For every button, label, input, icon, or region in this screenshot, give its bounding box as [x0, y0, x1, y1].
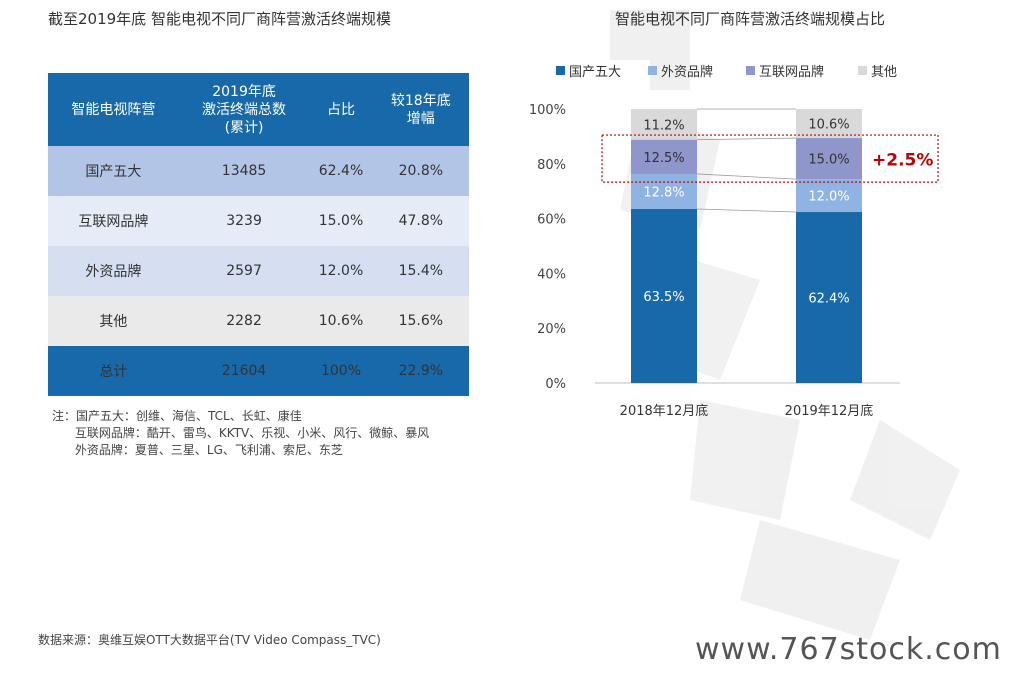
highlight-box	[601, 134, 939, 183]
connector-line	[696, 173, 797, 180]
bar-segment	[631, 139, 697, 174]
y-tick-label: 40%	[537, 267, 566, 282]
bar-segment	[796, 179, 862, 213]
legend-swatch	[858, 66, 867, 75]
x-category-label: 2019年12月底	[785, 403, 874, 419]
y-tick-label: 80%	[537, 158, 566, 173]
legend-label: 外资品牌	[661, 64, 713, 80]
legend-swatch	[556, 66, 565, 75]
bar-segment	[631, 173, 697, 210]
table-row: 其他 2282 10.6% 15.6%	[48, 296, 469, 346]
table-cell: 总计	[48, 346, 179, 396]
y-tick-label: 100%	[529, 103, 566, 118]
table-row: 外资品牌 2597 12.0% 15.4%	[48, 246, 469, 296]
col-header: 2019年底 激活终端总数 (累计)	[178, 73, 310, 146]
data-label: 12.0%	[808, 190, 849, 205]
data-label: 12.8%	[643, 185, 684, 200]
table-header-row: 智能电视阵营 2019年底 激活终端总数 (累计) 占比 较18年底 增幅	[48, 73, 469, 146]
y-tick-label: 60%	[537, 213, 566, 228]
bar-segment	[796, 138, 862, 180]
chart-title: 智能电视不同厂商阵营激活终端规模占比	[615, 10, 885, 28]
data-table: 智能电视阵营 2019年底 激活终端总数 (累计) 占比 较18年底 增幅 国产…	[48, 73, 469, 396]
legend-label: 互联网品牌	[759, 64, 824, 80]
data-label: 62.4%	[808, 292, 849, 307]
table-cell: 3239	[178, 196, 310, 246]
legend-swatch	[648, 66, 657, 75]
table-cell: 15.4%	[372, 246, 469, 296]
table-cell: 国产五大	[48, 146, 179, 196]
note-line: 注：国产五大：创维、海信、TCL、长虹、康佳	[52, 409, 302, 423]
table-cell: 62.4%	[309, 146, 373, 196]
table-cell: 20.8%	[372, 146, 469, 196]
table-cell: 13485	[178, 146, 310, 196]
table-cell: 21604	[178, 346, 310, 396]
col-header: 智能电视阵营	[48, 73, 179, 146]
table-cell: 22.9%	[372, 346, 469, 396]
note-line: 外资品牌：夏普、三星、LG、飞利浦、索尼、东芝	[52, 443, 343, 457]
change-annotation: +2.5%	[872, 151, 933, 171]
notes: 注：国产五大：创维、海信、TCL、长虹、康佳 互联网品牌：酷开、雷鸟、KKTV、…	[52, 408, 429, 459]
source-note: 数据来源：奥维互娱OTT大数据平台(TV Video Compass_TVC)	[38, 633, 381, 647]
data-label: 15.0%	[808, 153, 849, 168]
table-row: 互联网品牌 3239 15.0% 47.8%	[48, 196, 469, 246]
table-cell: 其他	[48, 296, 179, 346]
data-label: 10.6%	[808, 118, 849, 133]
legend-label: 其他	[871, 65, 897, 80]
bar-segment	[796, 109, 862, 139]
note-line: 互联网品牌：酷开、雷鸟、KKTV、乐视、小米、风行、微鲸、暴风	[52, 426, 430, 440]
site-watermark: www.767stock.com	[695, 632, 1002, 667]
table-cell: 15.0%	[309, 196, 373, 246]
table-cell: 47.8%	[372, 196, 469, 246]
table-cell: 2597	[178, 246, 310, 296]
data-label: 12.5%	[643, 151, 684, 166]
connector-line	[696, 137, 797, 141]
table-cell: 2282	[178, 296, 310, 346]
legend-swatch	[746, 66, 755, 75]
data-label: 63.5%	[643, 290, 684, 305]
table-cell: 100%	[309, 346, 373, 396]
table-cell: 外资品牌	[48, 246, 179, 296]
bar-segment	[796, 212, 862, 383]
left-title: 截至2019年底 智能电视不同厂商阵营激活终端规模	[48, 10, 391, 28]
legend-label: 国产五大	[569, 65, 621, 80]
data-label: 11.2%	[643, 118, 684, 133]
table-cell: 10.6%	[309, 296, 373, 346]
table-row: 国产五大 13485 62.4% 20.8%	[48, 146, 469, 196]
table-cell: 互联网品牌	[48, 196, 179, 246]
bar-segment	[631, 209, 697, 383]
table-total-row: 总计 21604 100% 22.9%	[48, 346, 469, 396]
x-category-label: 2018年12月底	[620, 403, 709, 419]
y-tick-label: 20%	[537, 322, 566, 337]
table-cell: 12.0%	[309, 246, 373, 296]
col-header: 占比	[309, 73, 373, 146]
y-tick-label: 0%	[545, 377, 566, 392]
connector-line	[696, 208, 797, 213]
table-cell: 15.6%	[372, 296, 469, 346]
col-header: 较18年底 增幅	[372, 73, 469, 146]
